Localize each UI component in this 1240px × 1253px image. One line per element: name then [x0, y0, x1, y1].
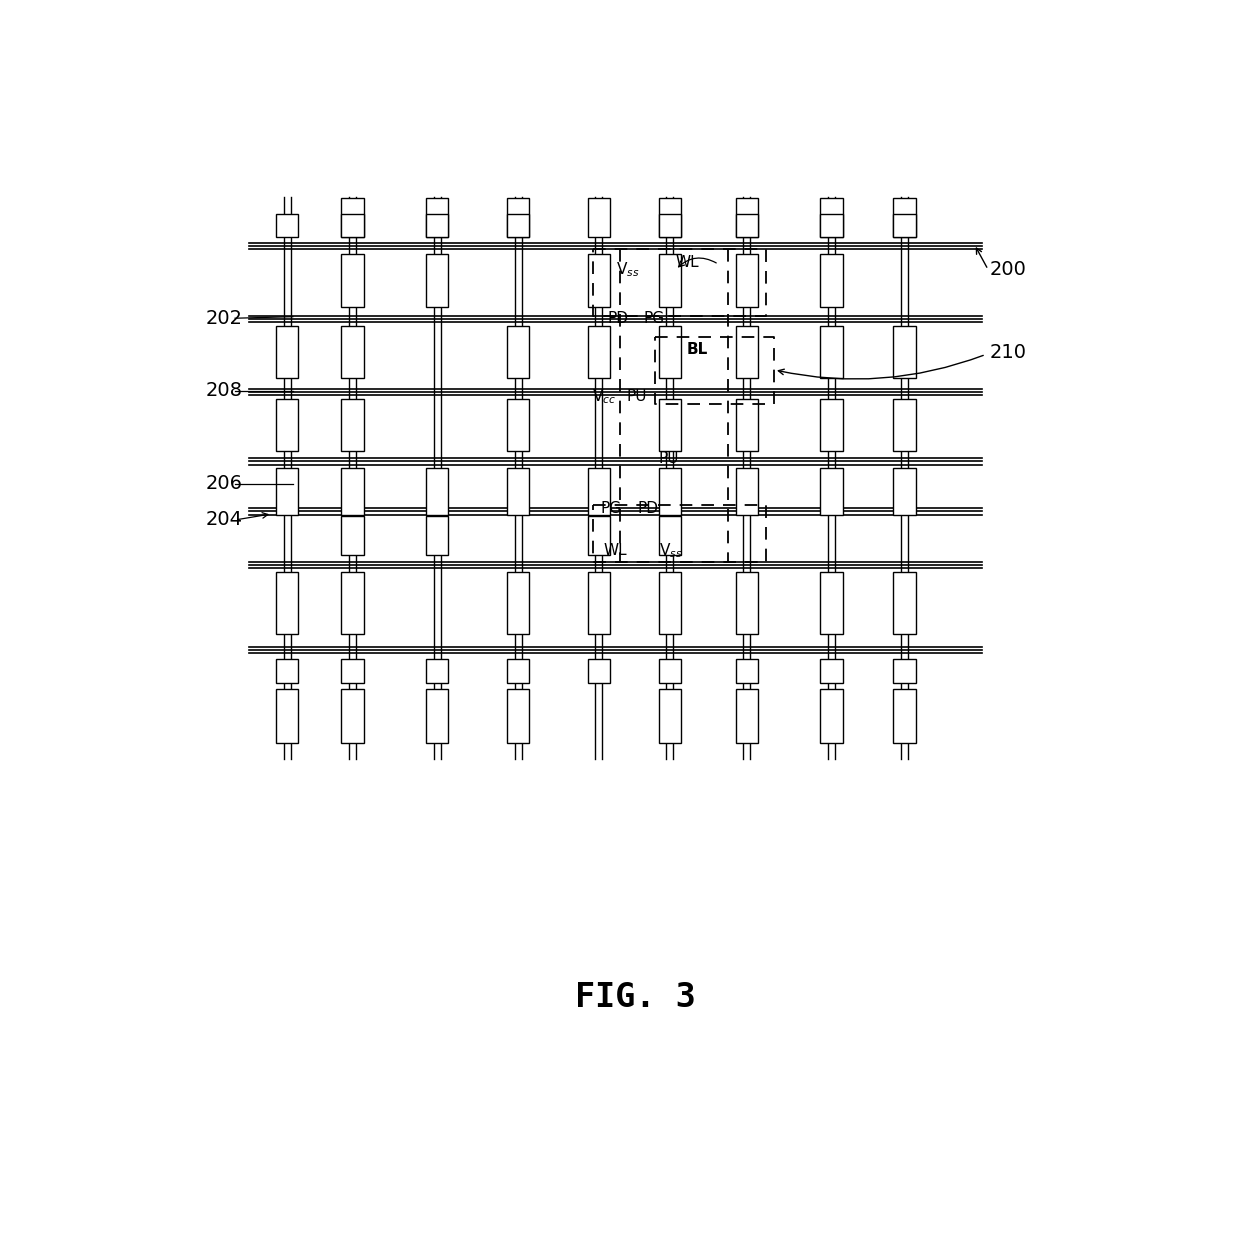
Bar	[507, 213, 529, 237]
Text: PG: PG	[644, 311, 665, 326]
Bar	[588, 254, 610, 307]
Bar	[588, 573, 610, 634]
Text: PU: PU	[626, 390, 647, 405]
Bar	[507, 326, 529, 378]
Bar	[277, 213, 299, 237]
Text: PD: PD	[637, 501, 658, 516]
Bar	[735, 689, 758, 743]
Text: V$_{ss}$: V$_{ss}$	[658, 541, 682, 560]
Text: WL: WL	[676, 254, 699, 269]
Bar	[507, 689, 529, 743]
Bar	[735, 254, 758, 307]
Bar	[341, 689, 363, 743]
Text: 200: 200	[990, 261, 1027, 279]
Bar	[894, 213, 916, 237]
Bar	[427, 689, 449, 743]
Bar	[821, 659, 843, 683]
Text: WL: WL	[603, 544, 626, 559]
Bar	[427, 469, 449, 515]
Bar	[894, 659, 916, 683]
Bar	[341, 659, 363, 683]
Text: 206: 206	[206, 475, 243, 494]
Bar	[427, 516, 449, 555]
Text: 204: 204	[206, 510, 243, 530]
Bar	[821, 326, 843, 378]
Bar	[735, 198, 758, 237]
Bar	[588, 516, 610, 555]
Bar	[277, 659, 299, 683]
Text: V$_{cc}$: V$_{cc}$	[593, 387, 616, 406]
Bar	[735, 398, 758, 451]
Bar	[507, 398, 529, 451]
Bar	[427, 213, 449, 237]
Bar	[341, 213, 363, 237]
Bar	[427, 198, 449, 237]
Bar	[658, 689, 681, 743]
Bar	[735, 573, 758, 634]
Bar	[658, 398, 681, 451]
Text: PD: PD	[608, 311, 627, 326]
Bar	[821, 213, 843, 237]
Bar	[277, 398, 299, 451]
Bar	[341, 469, 363, 515]
Bar	[894, 689, 916, 743]
Bar	[507, 198, 529, 237]
Bar	[821, 398, 843, 451]
Text: 210: 210	[990, 343, 1027, 362]
Bar	[658, 573, 681, 634]
Bar	[341, 398, 363, 451]
Bar	[658, 469, 681, 515]
Bar	[277, 689, 299, 743]
Text: PU: PU	[658, 451, 680, 466]
Bar	[658, 254, 681, 307]
Bar	[894, 326, 916, 378]
Bar	[588, 659, 610, 683]
Bar	[821, 689, 843, 743]
Bar	[658, 213, 681, 237]
Bar	[427, 659, 449, 683]
Bar	[894, 469, 916, 515]
Bar	[341, 198, 363, 237]
Bar	[588, 469, 610, 515]
Bar	[588, 326, 610, 378]
Text: BL: BL	[686, 342, 708, 357]
Bar	[735, 213, 758, 237]
Bar	[277, 573, 299, 634]
Bar	[658, 659, 681, 683]
Bar	[894, 573, 916, 634]
Bar	[427, 254, 449, 307]
Bar	[507, 573, 529, 634]
Bar	[821, 573, 843, 634]
Bar	[658, 326, 681, 378]
Text: FIG. 3: FIG. 3	[575, 981, 696, 1014]
Text: 202: 202	[206, 308, 243, 328]
Bar	[341, 573, 363, 634]
Text: 208: 208	[206, 381, 243, 400]
Bar	[341, 516, 363, 555]
Bar	[658, 198, 681, 237]
Bar	[735, 659, 758, 683]
Bar	[735, 326, 758, 378]
Text: V$_{ss}$: V$_{ss}$	[616, 261, 640, 279]
Bar	[277, 469, 299, 515]
Bar	[735, 469, 758, 515]
Text: PG: PG	[601, 501, 622, 516]
Bar	[821, 469, 843, 515]
Bar	[277, 326, 299, 378]
Bar	[341, 254, 363, 307]
Bar	[894, 398, 916, 451]
Bar	[507, 659, 529, 683]
Bar	[588, 198, 610, 237]
Bar	[821, 254, 843, 307]
Bar	[341, 326, 363, 378]
Bar	[821, 198, 843, 237]
Bar	[894, 198, 916, 237]
Bar	[658, 516, 681, 555]
Bar	[507, 469, 529, 515]
